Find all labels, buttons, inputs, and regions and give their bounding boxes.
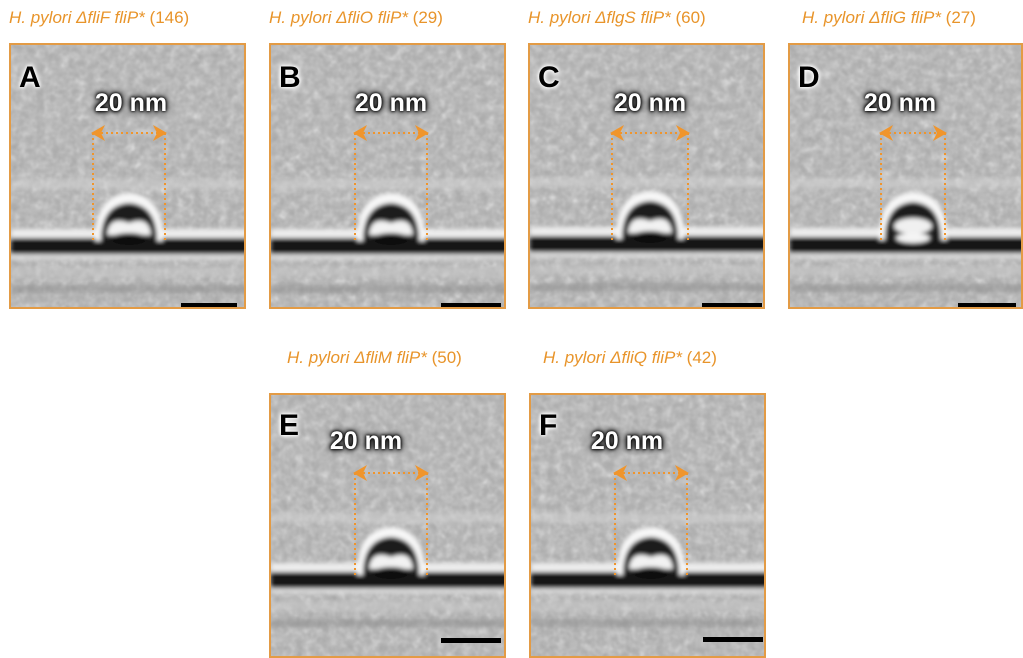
scale-bar — [181, 303, 237, 307]
measurement-guide — [879, 125, 947, 242]
arrowhead-right-icon — [415, 125, 429, 141]
scale-label: 20 nm — [590, 427, 664, 455]
image-noise — [790, 45, 1021, 307]
membrane-complex — [790, 178, 1021, 292]
panel-title: H. pylori ΔfliM fliP* (50) — [287, 345, 547, 371]
arrowhead-left-icon — [610, 125, 624, 141]
membrane-complex — [11, 179, 244, 293]
arrowhead-left-icon — [879, 125, 893, 141]
membrane-complex — [530, 177, 763, 291]
measurement-guide — [610, 125, 690, 241]
image-noise — [271, 45, 504, 307]
scale-label: 20 nm — [94, 89, 168, 117]
strain-label: H. pylori ΔfliQ fliP* — [543, 348, 682, 367]
scale-bar — [703, 637, 763, 642]
measurement-guide — [353, 125, 429, 243]
measurement-guide — [353, 465, 429, 577]
count-label: (29) — [412, 8, 443, 27]
image-noise — [531, 395, 764, 656]
tomogram-image — [269, 43, 506, 309]
arrowhead-left-icon — [613, 465, 627, 481]
panel-letter: D — [798, 61, 820, 94]
panel-letter: E — [279, 409, 300, 442]
scale-bar — [958, 303, 1016, 307]
image-noise — [11, 45, 244, 307]
strain-label: H. pylori ΔfliG fliP* — [802, 8, 941, 27]
count-label: (60) — [675, 8, 706, 27]
measurement-guide — [613, 465, 689, 577]
image-noise — [530, 45, 763, 307]
tomogram-image — [269, 393, 506, 658]
count-label: (146) — [149, 8, 190, 27]
panel-title: H. pylori ΔfliF fliP* (146) — [9, 5, 269, 31]
strain-label: H. pylori ΔfliO fliP* — [269, 8, 408, 27]
scale-bar — [441, 303, 501, 307]
tomogram-image — [788, 43, 1023, 309]
panel-letter: A — [19, 61, 41, 94]
tomogram-image — [529, 393, 766, 658]
scale-label: 20 nm — [613, 89, 687, 117]
arrowhead-right-icon — [153, 125, 167, 141]
arrowhead-left-icon — [353, 465, 367, 481]
strain-label: H. pylori ΔfliF fliP* — [9, 8, 145, 27]
panel-letter: F — [539, 409, 558, 442]
count-label: (50) — [431, 348, 462, 367]
membrane-complex — [271, 513, 504, 627]
membrane-complex — [271, 179, 504, 293]
count-label: (27) — [945, 8, 976, 27]
strain-label: H. pylori ΔfliM fliP* — [287, 348, 427, 367]
arrowhead-left-icon — [353, 125, 367, 141]
arrowhead-right-icon — [933, 125, 947, 141]
tomogram-image — [528, 43, 765, 309]
scale-bar — [441, 638, 501, 643]
arrowhead-right-icon — [415, 465, 429, 481]
panel-title: H. pylori ΔflgS fliP* (60) — [528, 5, 788, 31]
scale-label: 20 nm — [863, 89, 937, 117]
scale-bar — [702, 303, 762, 307]
strain-label: H. pylori ΔflgS fliP* — [528, 8, 671, 27]
panel-title: H. pylori ΔfliG fliP* (27) — [802, 5, 1023, 31]
count-label: (42) — [686, 348, 717, 367]
arrowhead-right-icon — [675, 465, 689, 481]
arrowhead-right-icon — [676, 125, 690, 141]
measurement-guide — [91, 125, 167, 243]
scale-label: 20 nm — [329, 427, 403, 455]
panel-title: H. pylori ΔfliQ fliP* (42) — [543, 345, 803, 371]
panel-title: H. pylori ΔfliO fliP* (29) — [269, 5, 529, 31]
panel-letter: C — [538, 61, 560, 94]
arrowhead-left-icon — [91, 125, 105, 141]
scale-label: 20 nm — [354, 89, 428, 117]
panel-letter: B — [279, 61, 301, 94]
membrane-complex — [531, 513, 764, 627]
tomogram-image — [9, 43, 246, 309]
image-noise — [271, 395, 504, 656]
